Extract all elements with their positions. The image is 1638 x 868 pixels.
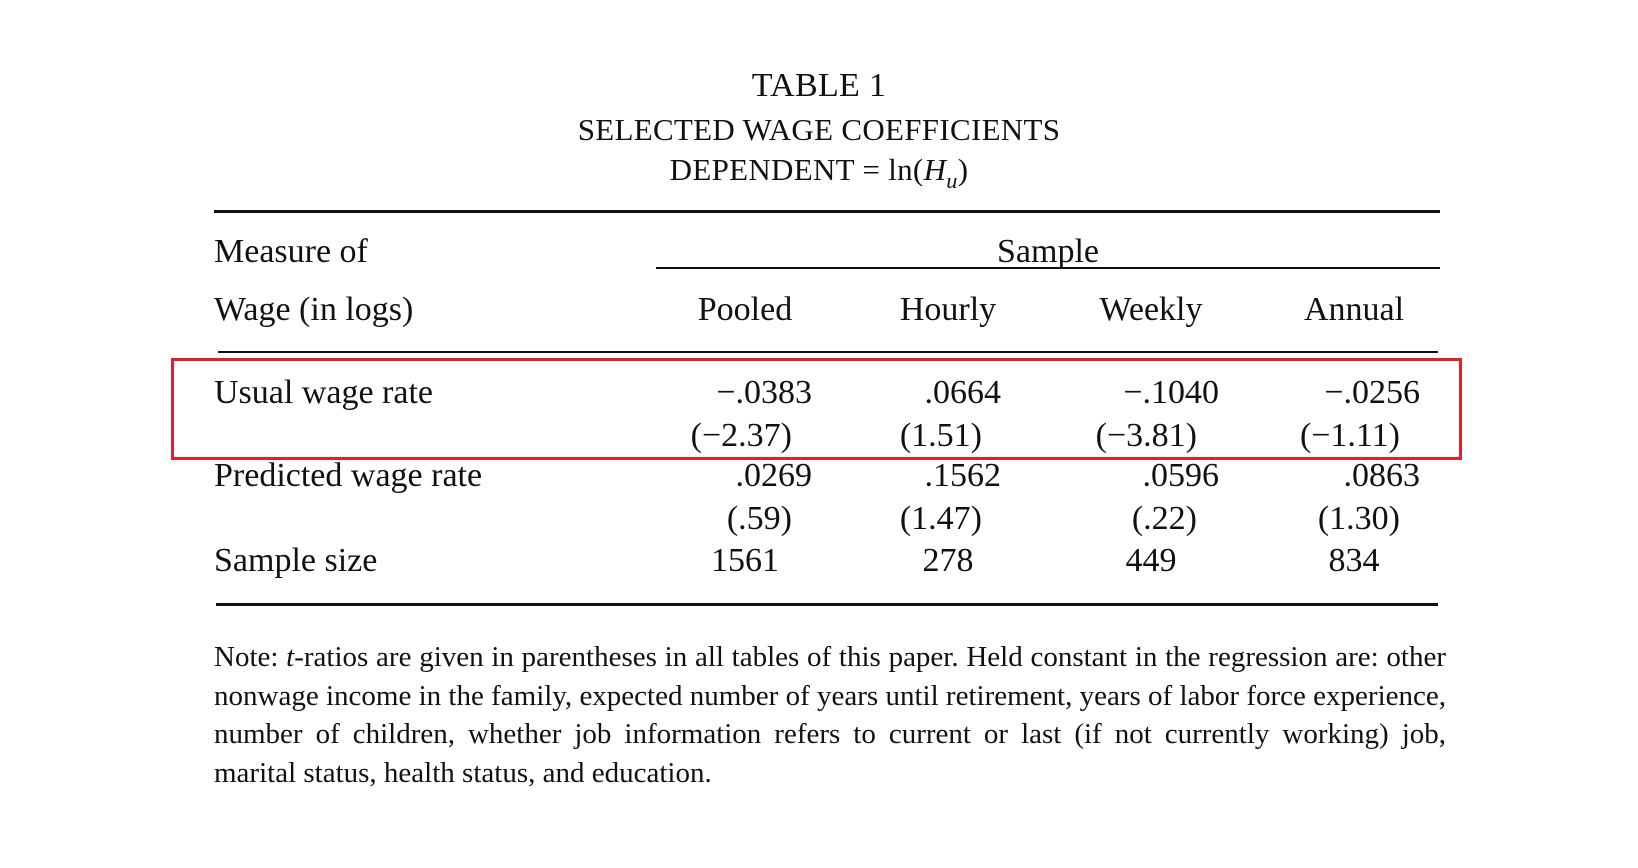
sample-size-hourly: 278 [922, 542, 974, 579]
predicted-annual-coef: .0863 [1343, 457, 1421, 494]
predicted-hourly-tstat: (1.47) [899, 500, 982, 537]
table-number: TABLE 1 [751, 67, 887, 104]
row-label-predicted-wage: Predicted wage rate [214, 457, 483, 494]
note-text: -ratios are given in parentheses in all … [214, 641, 1446, 789]
row-label-sample-size: Sample size [214, 542, 378, 579]
dependent-suffix: ) [957, 152, 969, 187]
sample-size-weekly: 449 [1125, 542, 1177, 579]
note-label: Note: [214, 641, 287, 673]
usual-pooled-coef: −.0383 [716, 374, 812, 411]
dependent-prefix: DEPENDENT = ln( [669, 152, 924, 187]
sample-spanner-heading: Sample [997, 233, 1099, 270]
bottom-rule [216, 603, 1438, 606]
stub-header-line2: Wage (in logs) [214, 291, 414, 328]
predicted-pooled-coef: .0269 [735, 457, 813, 494]
predicted-annual-tstat: (1.30) [1317, 500, 1400, 537]
usual-pooled-tstat: (−2.37) [690, 417, 792, 454]
dependent-subscript: u [946, 167, 958, 193]
usual-annual-coef: −.0256 [1324, 374, 1420, 411]
predicted-weekly-coef: .0596 [1142, 457, 1220, 494]
predicted-hourly-coef: .1562 [924, 457, 1002, 494]
predicted-pooled-tstat: (.59) [726, 500, 792, 537]
usual-hourly-tstat: (1.51) [899, 417, 982, 454]
header-rule [218, 351, 1438, 353]
dependent-symbol: H [923, 152, 947, 187]
sample-size-pooled: 1561 [711, 542, 779, 579]
row-label-usual-wage: Usual wage rate [214, 374, 434, 411]
column-header-weekly: Weekly [1099, 291, 1203, 328]
spanner-rule [656, 267, 1440, 269]
usual-weekly-tstat: (−3.81) [1095, 417, 1197, 454]
dependent-variable: DEPENDENT = ln(Hu) [0, 150, 1638, 193]
table-title: SELECTED WAGE COEFFICIENTS [577, 112, 1061, 147]
table-note: Note: t-ratios are given in parentheses … [214, 638, 1446, 792]
column-header-hourly: Hourly [899, 291, 997, 328]
note-t-symbol: t [286, 641, 295, 673]
sample-size-annual: 834 [1328, 542, 1380, 579]
predicted-weekly-tstat: (.22) [1131, 500, 1197, 537]
stub-header-line1: Measure of [214, 233, 368, 270]
usual-hourly-coef: .0664 [924, 374, 1002, 411]
column-header-annual: Annual [1303, 291, 1405, 328]
usual-wage-highlight-box [171, 358, 1462, 460]
usual-annual-tstat: (−1.11) [1299, 417, 1400, 454]
top-rule [214, 210, 1440, 213]
column-header-pooled: Pooled [697, 291, 793, 328]
usual-weekly-coef: −.1040 [1123, 374, 1219, 411]
